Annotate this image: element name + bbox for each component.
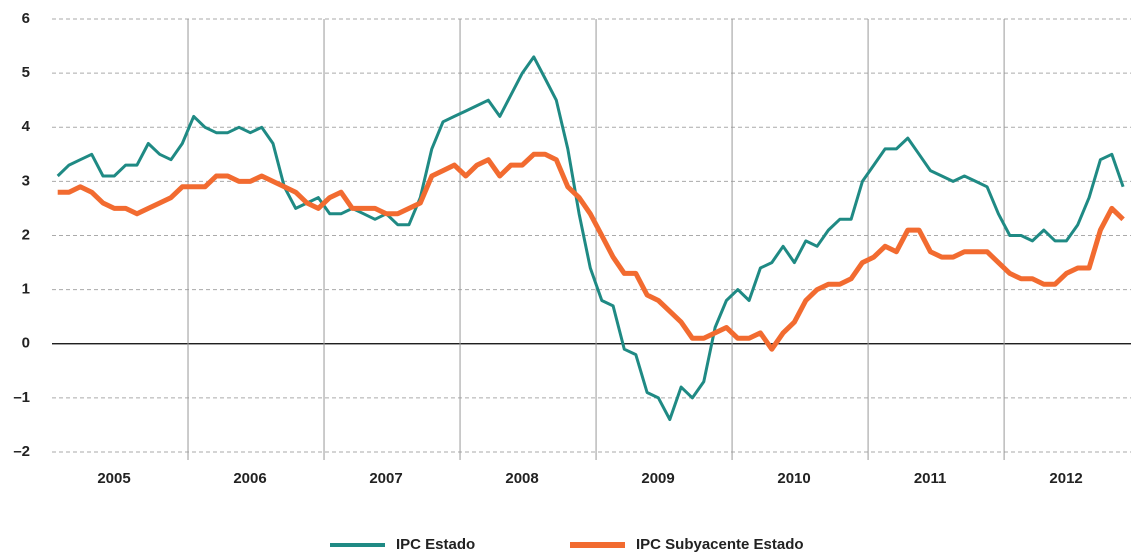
x-tick-label: 2006	[233, 470, 266, 487]
legend-label: IPC Estado	[396, 536, 475, 553]
legend-label: IPC Subyacente Estado	[636, 536, 804, 553]
y-tick-label: –1	[13, 389, 30, 406]
y-tick-label: 3	[22, 172, 30, 189]
data-line	[56, 55, 1125, 421]
x-tick-label: 2005	[97, 470, 130, 487]
data-line	[57, 151, 1125, 352]
y-tick-label: 0	[22, 335, 30, 352]
y-tick-label: –2	[13, 443, 30, 460]
y-tick-label: 6	[22, 10, 30, 27]
y-tick-label: 4	[22, 118, 31, 135]
x-tick-label: 2008	[505, 470, 538, 487]
x-tick-label: 2011	[914, 470, 947, 487]
x-tick-label: 2012	[1049, 470, 1082, 487]
y-tick-label: 5	[22, 64, 30, 81]
y-tick-label: 1	[22, 281, 30, 298]
x-tick-label: 2009	[641, 470, 674, 487]
x-tick-label: 2010	[777, 470, 810, 487]
y-tick-label: 2	[22, 226, 30, 243]
x-tick-label: 2007	[369, 470, 402, 487]
